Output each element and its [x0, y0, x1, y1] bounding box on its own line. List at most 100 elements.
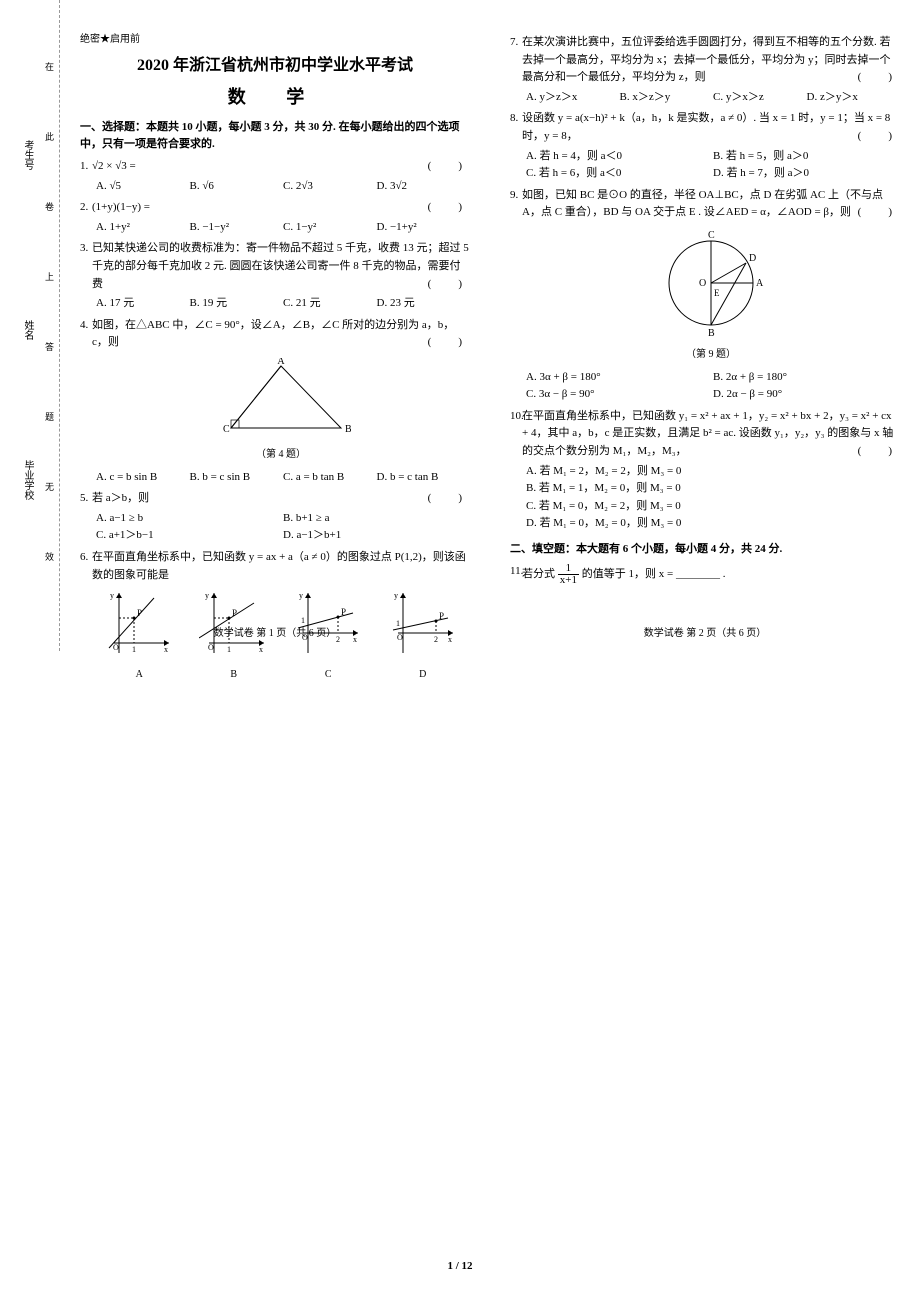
q1-a: A. √5 [96, 178, 190, 196]
q9-fig-label: （第 9 题） [522, 347, 900, 363]
q8-c: C. 若 h = 6，则 a＜0 [526, 165, 713, 183]
q3-b: B. 19 元 [190, 295, 284, 313]
q3-num: 3. [80, 240, 88, 258]
q5-paren: ( ) [428, 490, 470, 508]
q2-a: A. 1+y² [96, 219, 190, 237]
svg-text:C: C [223, 424, 230, 435]
svg-text:O: O [699, 278, 706, 289]
q4-c: C. a = b tan B [283, 469, 377, 487]
q4-text: 如图，在△ABC 中，∠C = 90°，设∠A，∠B，∠C 所对的边分别为 a，… [92, 319, 454, 349]
svg-text:y: y [394, 591, 398, 600]
q11-after: 的值等于 1，则 x = [582, 568, 676, 580]
q9-figure: C B O A D E （第 9 题） [522, 228, 900, 363]
q1-text: √2 × √3 = [92, 160, 136, 172]
svg-text:A: A [277, 358, 285, 367]
q4-fig-label: （第 4 题） [92, 447, 470, 463]
svg-text:x: x [259, 645, 263, 654]
exam-title: 2020 年浙江省杭州市初中学业水平考试 [80, 51, 470, 75]
q9-num: 9. [510, 187, 518, 205]
q3-options: A. 17 元 B. 19 元 C. 21 元 D. 23 元 [92, 295, 470, 313]
q8-text: 设函数 y = a(x−h)² + k（a，h，k 是实数，a ≠ 0）. 当 … [522, 112, 890, 142]
triangle-svg: A B C [211, 358, 351, 438]
binding-margin: 考生号 姓名 毕业学校 在 此 卷 上 答 题 无 效 [0, 0, 60, 651]
fold-char-8: 效 [45, 550, 54, 563]
q5-c: C. a+1＞b−1 [96, 527, 283, 545]
q5-text: 若 a＞b，则 [92, 492, 149, 504]
svg-text:B: B [708, 328, 715, 338]
q7-b: B. x＞z＞y [620, 89, 714, 107]
q3-d: D. 23 元 [377, 295, 471, 313]
q2-c: C. 1−y² [283, 219, 377, 237]
q7-c: C. y＞x＞z [713, 89, 807, 107]
overall-page-number: 1 / 12 [0, 1260, 920, 1282]
q9-d: D. 2α − β = 90° [713, 386, 900, 404]
q11-num: 11. [510, 563, 523, 581]
fold-char-4: 上 [45, 270, 54, 283]
question-1: 1. √2 × √3 = ( ) A. √5 B. √6 C. 2√3 D. 3… [80, 158, 470, 195]
q10-d: D. 若 M₁ = 0，M₂ = 0，则 M₃ = 0 [526, 515, 900, 533]
exam-page-spread: 考生号 姓名 毕业学校 在 此 卷 上 答 题 无 效 绝密★启用前 2020 … [0, 0, 920, 651]
question-11: 11. 若分式 1 x+1 的值等于 1，则 x = ________ . [510, 563, 900, 586]
q11-fraction: 1 x+1 [558, 563, 579, 586]
label-examid: 考生号 [20, 140, 35, 170]
q7-paren: ( ) [858, 69, 900, 87]
q1-num: 1. [80, 158, 88, 176]
svg-text:D: D [749, 253, 756, 264]
svg-text:P: P [439, 611, 444, 621]
question-4: 4. 如图，在△ABC 中，∠C = 90°，设∠A，∠B，∠C 所对的边分别为… [80, 317, 470, 486]
q11-blank: ________ [676, 568, 720, 580]
q8-paren: ( ) [858, 128, 900, 146]
q10-b: B. 若 M₁ = 1，M₂ = 0，则 M₃ = 0 [526, 480, 900, 498]
q5-num: 5. [80, 490, 88, 508]
q4-d: D. b = c tan B [377, 469, 471, 487]
q11-den-frac: x+1 [558, 575, 579, 586]
svg-text:y: y [110, 591, 114, 600]
svg-text:C: C [708, 230, 715, 241]
q9-paren: ( ) [858, 204, 900, 222]
svg-text:P: P [137, 608, 142, 618]
q4-options: A. c = b sin B B. b = c sin B C. a = b t… [92, 469, 470, 487]
q8-options: A. 若 h = 4，则 a＜0 B. 若 h = 5，则 a＞0 C. 若 h… [522, 148, 900, 183]
page1-footer: 数学试卷 第 1 页（共 6 页） [60, 624, 490, 639]
q6-label-a: A [104, 667, 174, 683]
q4-num: 4. [80, 317, 88, 335]
q2-d: D. −1+y² [377, 219, 471, 237]
svg-text:P: P [341, 607, 346, 617]
page-2: 7. 在某次演讲比赛中，五位评委给选手圆圆打分，得到互不相等的五个分数. 若去掉… [490, 0, 920, 651]
q9-c: C. 3α − β = 90° [526, 386, 713, 404]
label-school: 毕业学校 [20, 460, 35, 500]
question-8: 8. 设函数 y = a(x−h)² + k（a，h，k 是实数，a ≠ 0）.… [510, 110, 900, 182]
q10-a: A. 若 M₁ = 2，M₂ = 2，则 M₃ = 0 [526, 463, 900, 481]
q6-label-c: C [293, 667, 363, 683]
section-2-header: 二、填空题：本大题有 6 个小题，每小题 4 分，共 24 分. [510, 541, 900, 558]
q3-text: 已知某快递公司的收费标准为：寄一件物品不超过 5 千克，收费 13 元；超过 5… [92, 242, 469, 289]
question-7: 7. 在某次演讲比赛中，五位评委给选手圆圆打分，得到互不相等的五个分数. 若去掉… [510, 34, 900, 106]
q1-b: B. √6 [190, 178, 284, 196]
q9-b: B. 2α + β = 180° [713, 369, 900, 387]
question-5: 5. 若 a＞b，则 ( ) A. a−1 ≥ b B. b+1 ≥ a C. … [80, 490, 470, 545]
q6-label-b: B [199, 667, 269, 683]
q4-b: B. b = c sin B [190, 469, 284, 487]
q1-d: D. 3√2 [377, 178, 471, 196]
q4-paren: ( ) [428, 334, 470, 352]
fold-char-5: 答 [45, 340, 54, 353]
question-6: 6. 在平面直角坐标系中，已知函数 y = ax + a（a ≠ 0）的图象过点… [80, 549, 470, 683]
q8-d: D. 若 h = 7，则 a＞0 [713, 165, 900, 183]
q1-c: C. 2√3 [283, 178, 377, 196]
page-1: 绝密★启用前 2020 年浙江省杭州市初中学业水平考试 数 学 一、选择题：本题… [60, 0, 490, 651]
circle-svg: C B O A D E [651, 228, 771, 338]
svg-text:y: y [205, 591, 209, 600]
q5-options: A. a−1 ≥ b B. b+1 ≥ a C. a+1＞b−1 D. a−1＞… [92, 510, 470, 545]
question-10: 10. 在平面直角坐标系中，已知函数 y₁ = x² + ax + 1，y₂ =… [510, 408, 900, 533]
q5-d: D. a−1＞b+1 [283, 527, 470, 545]
q6-label-d: D [388, 667, 458, 683]
q9-text: 如图，已知 BC 是⊙O 的直径，半径 OA⊥BC，点 D 在劣弧 AC 上（不… [522, 189, 883, 219]
q10-options: A. 若 M₁ = 2，M₂ = 2，则 M₃ = 0 B. 若 M₁ = 1，… [522, 463, 900, 533]
q9-options: A. 3α + β = 180° B. 2α + β = 180° C. 3α … [522, 369, 900, 404]
q1-options: A. √5 B. √6 C. 2√3 D. 3√2 [92, 178, 470, 196]
svg-text:A: A [756, 278, 764, 289]
question-3: 3. 已知某快递公司的收费标准为：寄一件物品不超过 5 千克，收费 13 元；超… [80, 240, 470, 312]
svg-text:O: O [208, 643, 214, 652]
confidential-label: 绝密★启用前 [80, 30, 470, 45]
q7-options: A. y＞z＞x B. x＞z＞y C. y＞x＞z D. z＞y＞x [522, 89, 900, 107]
